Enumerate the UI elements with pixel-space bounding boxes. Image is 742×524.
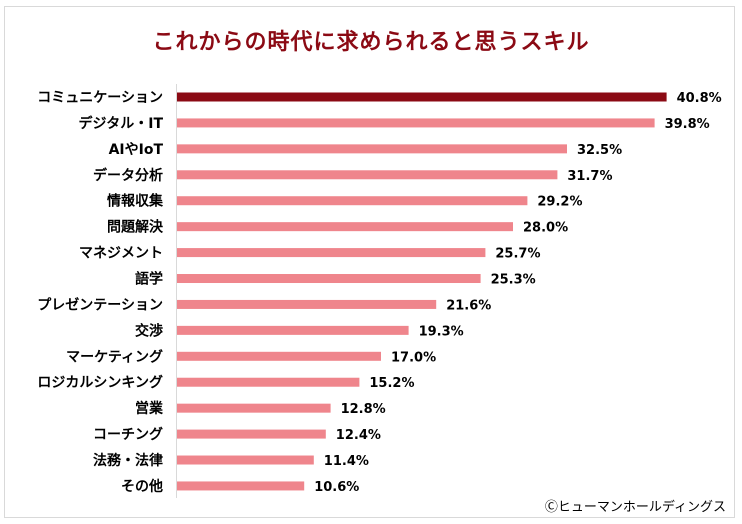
category-label: コミュニケーション bbox=[37, 90, 163, 106]
data-label: 31.7% bbox=[567, 169, 612, 184]
bar bbox=[177, 403, 331, 413]
data-label: 11.4% bbox=[324, 454, 369, 469]
category-label: コーチング bbox=[93, 426, 163, 443]
data-label: 25.3% bbox=[491, 273, 536, 288]
data-label: 15.2% bbox=[369, 376, 414, 391]
bar bbox=[177, 377, 360, 387]
data-label: 28.0% bbox=[523, 221, 568, 236]
category-label: 語学 bbox=[135, 271, 163, 288]
category-label: 情報収集 bbox=[107, 193, 164, 210]
bar bbox=[177, 118, 655, 128]
bar bbox=[177, 248, 486, 258]
copyright-credit: Ⓒヒューマンホールディングス bbox=[544, 500, 726, 515]
category-label: マネジメント bbox=[79, 246, 163, 262]
bar bbox=[177, 144, 567, 154]
data-label: 17.0% bbox=[391, 350, 436, 365]
data-label: 12.8% bbox=[341, 402, 386, 417]
data-label: 29.2% bbox=[537, 195, 582, 210]
chart-title: これからの時代に求められると思うスキル bbox=[152, 30, 590, 55]
category-label: 問題解決 bbox=[107, 219, 164, 236]
data-label: 25.7% bbox=[495, 247, 540, 262]
bar bbox=[177, 429, 326, 439]
category-label: 営業 bbox=[135, 400, 164, 417]
data-label: 21.6% bbox=[446, 298, 491, 313]
data-label: 40.8% bbox=[677, 91, 722, 106]
category-label: 法務・法律 bbox=[93, 452, 163, 469]
bar bbox=[177, 92, 667, 102]
category-label: 交渉 bbox=[135, 322, 163, 339]
bar bbox=[177, 351, 381, 361]
bar bbox=[177, 299, 437, 309]
category-label: デジタル・IT bbox=[79, 115, 164, 132]
data-label: 32.5% bbox=[577, 143, 622, 158]
bar bbox=[177, 222, 513, 232]
bar bbox=[177, 274, 481, 284]
bar bbox=[177, 325, 409, 335]
data-label: 19.3% bbox=[419, 324, 464, 339]
category-label: その他 bbox=[121, 478, 163, 495]
data-label: 10.6% bbox=[314, 480, 359, 495]
category-label: データ分析 bbox=[93, 167, 163, 184]
bar bbox=[177, 481, 305, 491]
data-label: 39.8% bbox=[665, 117, 710, 132]
category-label: マーケティング bbox=[66, 348, 163, 365]
chart-frame bbox=[4, 6, 735, 518]
category-label: プレゼンテーション bbox=[37, 296, 163, 313]
category-label: ロジカルシンキング bbox=[37, 374, 163, 391]
category-label: AIやIoT bbox=[109, 142, 164, 158]
bar bbox=[177, 455, 314, 465]
bar bbox=[177, 196, 528, 206]
bar bbox=[177, 170, 558, 180]
data-label: 12.4% bbox=[336, 428, 381, 443]
